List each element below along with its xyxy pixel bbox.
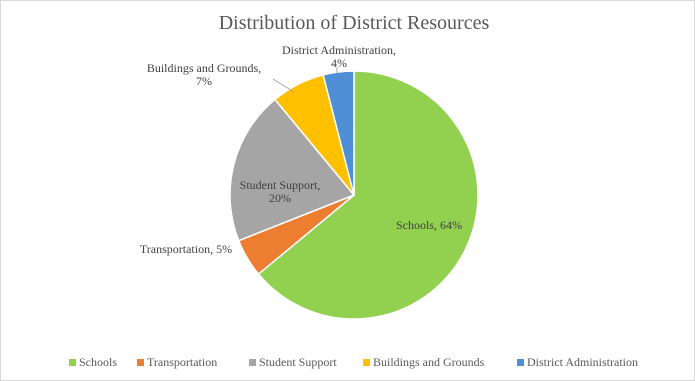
legend-label-transportation: Transportation: [147, 355, 217, 369]
legend-swatch-buildings-and-grounds: [363, 359, 370, 366]
pie-slices: [229, 70, 479, 320]
data-label-schools: Schools, 64%: [396, 218, 462, 232]
data-labels: Schools, 64% Transportation, 5% Student Su…: [140, 43, 462, 256]
legend-swatch-schools: [69, 359, 76, 366]
leader-lines: [272, 67, 338, 93]
data-label-student-support: Student Support, 20%: [240, 178, 321, 205]
legend-label-schools: Schools: [79, 355, 117, 369]
slice-district-administration: [322, 70, 355, 196]
data-label-transportation: Transportation, 5%: [140, 242, 232, 256]
data-label-buildings-and-grounds: Buildings and Grounds, 7%: [147, 61, 261, 88]
legend-swatch-student-support: [249, 359, 256, 366]
legend-swatch-transportation: [137, 359, 144, 366]
legend: Schools Transportation Student Support Buil…: [69, 355, 638, 369]
legend-label-buildings-and-grounds: Buildings and Grounds: [373, 355, 485, 369]
legend-label-student-support: Student Support: [259, 355, 337, 369]
leader-line-buildings-and-grounds: [272, 78, 295, 93]
slice-student-support: [229, 98, 356, 242]
data-label-district-administration: District Administration, 4%: [282, 43, 396, 70]
chart-title: Distribution of District Resources: [219, 12, 490, 34]
legend-swatch-district-administration: [517, 359, 524, 366]
slice-schools: [257, 70, 479, 320]
legend-label-district-administration: District Administration: [527, 355, 638, 369]
